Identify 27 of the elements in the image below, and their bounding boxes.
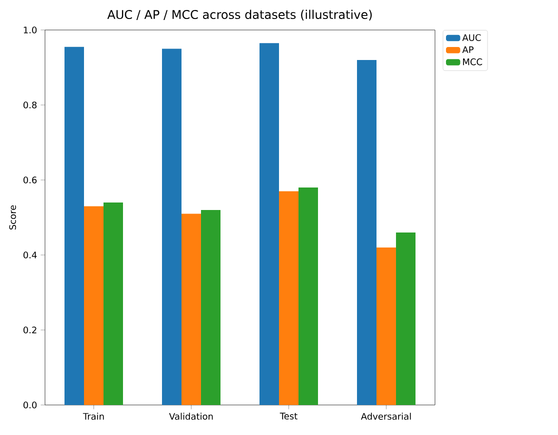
x-tick-label: Train (82, 412, 104, 420)
legend-label: AUC (462, 34, 481, 41)
x-tick-label: Adversarial (360, 412, 411, 420)
bar (260, 43, 279, 405)
bar (396, 232, 416, 405)
bar (376, 247, 396, 405)
bar (104, 202, 123, 405)
bar (356, 60, 376, 405)
bar (64, 46, 84, 405)
y-tick-label: 1.0 (24, 26, 37, 34)
bar (278, 191, 298, 405)
y-tick-label: 0.6 (23, 176, 37, 184)
x-tick-label: Test (280, 412, 298, 420)
bar (162, 48, 182, 405)
y-tick-label: 0.2 (23, 326, 36, 334)
y-tick-label: 0.4 (23, 252, 37, 258)
chart-title: AUC / AP / MCC across datasets (illustrative) (107, 10, 372, 20)
x-tick-label: Validation (169, 412, 213, 420)
bar (298, 187, 318, 405)
y-tick-label: 0.0 (23, 402, 37, 408)
bar (201, 210, 220, 405)
bar (182, 214, 201, 405)
y-tick-label: 0.8 (23, 102, 37, 108)
bar (84, 206, 104, 405)
y-axis-title: Score (9, 205, 16, 230)
legend-label: MCC (463, 58, 482, 66)
legend-label: AP (462, 46, 474, 53)
